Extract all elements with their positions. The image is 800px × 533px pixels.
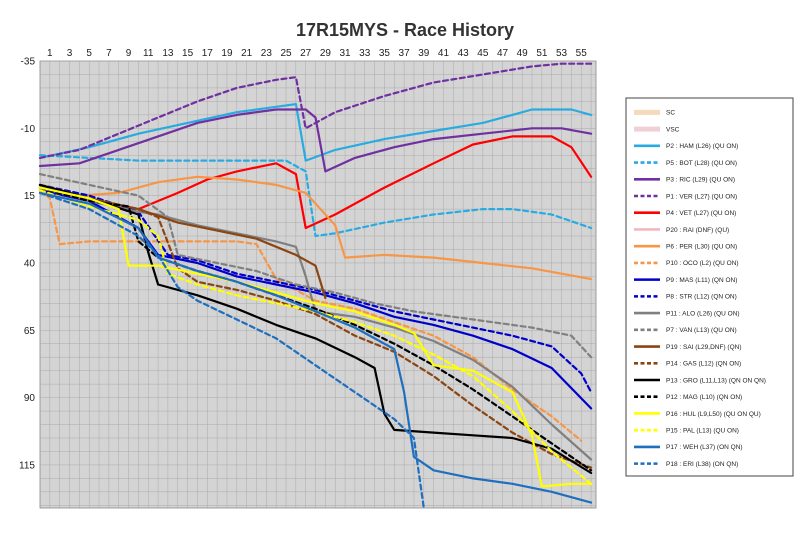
legend-label: P11 : ALO (L26) (QU ON) — [666, 310, 740, 317]
x-tick-label: 5 — [86, 48, 92, 59]
series-layer — [38, 62, 593, 510]
y-tick-label: -10 — [21, 124, 36, 135]
x-tick-label: 13 — [162, 48, 174, 59]
legend-label: P7 : VAN (L13) (QU ON) — [666, 327, 737, 334]
x-tick-label: 23 — [261, 48, 273, 59]
x-tick-label: 11 — [143, 48, 154, 59]
legend-label: P1 : VER (L27) (QU ON) — [666, 193, 737, 200]
series-line-8 — [38, 175, 593, 281]
legend: SC VSC P2 : HAM (L26) (QU ON) P5 : BOT (L28… — [625, 97, 794, 477]
x-tick-label: 7 — [106, 48, 112, 59]
x-tick-label: 35 — [379, 48, 391, 59]
series-line-21 — [38, 191, 425, 510]
x-tick-label: 49 — [517, 48, 529, 59]
chart-title: 17R15MYS - Race History — [296, 20, 514, 40]
legend-swatch — [634, 126, 660, 132]
legend-label: P13 : GRO (L11,L13) (QN ON QN) — [666, 377, 766, 384]
x-tick-label: 29 — [320, 48, 332, 59]
legend-label: P17 : WEH (L37) (ON QN) — [666, 444, 743, 451]
legend-label: P6 : PER (L30) (QU ON) — [666, 243, 737, 250]
legend-label: SC — [666, 110, 675, 117]
series-line-16 — [38, 183, 593, 475]
x-tick-label: 15 — [182, 48, 194, 59]
x-tick-label: 17 — [202, 48, 214, 59]
legend-label: P4 : VET (L27) (QU ON) — [666, 210, 736, 217]
x-tick-label: 1 — [47, 48, 53, 59]
legend-label: P9 : MAS (L11) (QN ON) — [666, 277, 737, 284]
legend-label: P5 : BOT (L28) (QU ON) — [666, 160, 737, 167]
x-tick-label: 41 — [438, 48, 450, 59]
legend-label: P14 : GAS (L12) (QN ON) — [666, 361, 741, 368]
x-tick-label: 37 — [399, 48, 411, 59]
series-line-20 — [38, 191, 593, 504]
legend-label: P12 : MAG (L10) (QN ON) — [666, 394, 742, 401]
axis-labels: 1 3 5 7 9 11 13 15 17 19 21 23 25 27 29 31 33 35 37 39 41 43 4… — [19, 48, 587, 471]
x-tick-label: 53 — [556, 48, 568, 59]
legend-label: P10 : OCO (L2) (QU ON) — [666, 260, 739, 267]
x-tick-label: 19 — [221, 48, 233, 59]
y-tick-label: 15 — [24, 191, 36, 202]
y-tick-label: 115 — [19, 460, 35, 471]
legend-box — [625, 97, 794, 477]
legend-label: P18 : ERI (L38) (ON QN) — [666, 461, 738, 468]
x-tick-label: 3 — [67, 48, 73, 59]
series-line-6 — [38, 135, 593, 230]
y-tick-label: 65 — [24, 326, 36, 337]
legend-label: VSC — [666, 126, 680, 133]
legend-label: P8 : STR (L12) (QN ON) — [666, 294, 737, 301]
x-tick-label: 39 — [418, 48, 430, 59]
legend-label: P20 : RAI (DNF) (QU) — [666, 227, 729, 234]
y-tick-label: 40 — [24, 258, 36, 269]
x-tick-label: 9 — [126, 48, 132, 59]
y-tick-label: 90 — [24, 393, 36, 404]
y-tick-label: -35 — [21, 57, 36, 68]
series-line-5 — [38, 62, 593, 159]
x-tick-label: 25 — [280, 48, 292, 59]
x-tick-label: 33 — [359, 48, 371, 59]
legend-label: P2 : HAM (L26) (QU ON) — [666, 143, 738, 150]
series-line-4 — [38, 108, 593, 173]
series-line-19 — [38, 189, 593, 485]
legend-label: P3 : RIC (L29) (QU ON) — [666, 177, 735, 184]
series-line-13 — [38, 173, 593, 359]
series-line-3 — [38, 154, 593, 238]
legend-label: P19 : SAI (L29,DNF) (QN) — [666, 344, 742, 351]
x-tick-label: 21 — [241, 48, 253, 59]
legend-swatch — [634, 109, 660, 115]
series-line-17 — [38, 186, 593, 472]
series-line-18 — [38, 186, 593, 488]
x-tick-label: 31 — [339, 48, 351, 59]
x-tick-label: 55 — [576, 48, 588, 59]
x-tick-label: 47 — [497, 48, 509, 59]
x-tick-label: 43 — [458, 48, 470, 59]
series-line-2 — [38, 102, 593, 162]
x-tick-label: 51 — [536, 48, 548, 59]
legend-label: P15 : PAL (L13) (QU ON) — [666, 427, 739, 434]
x-tick-label: 27 — [300, 48, 312, 59]
x-tick-label: 45 — [477, 48, 489, 59]
legend-label: P16 : HUL (L9,L50) (QU ON QU) — [666, 411, 761, 418]
